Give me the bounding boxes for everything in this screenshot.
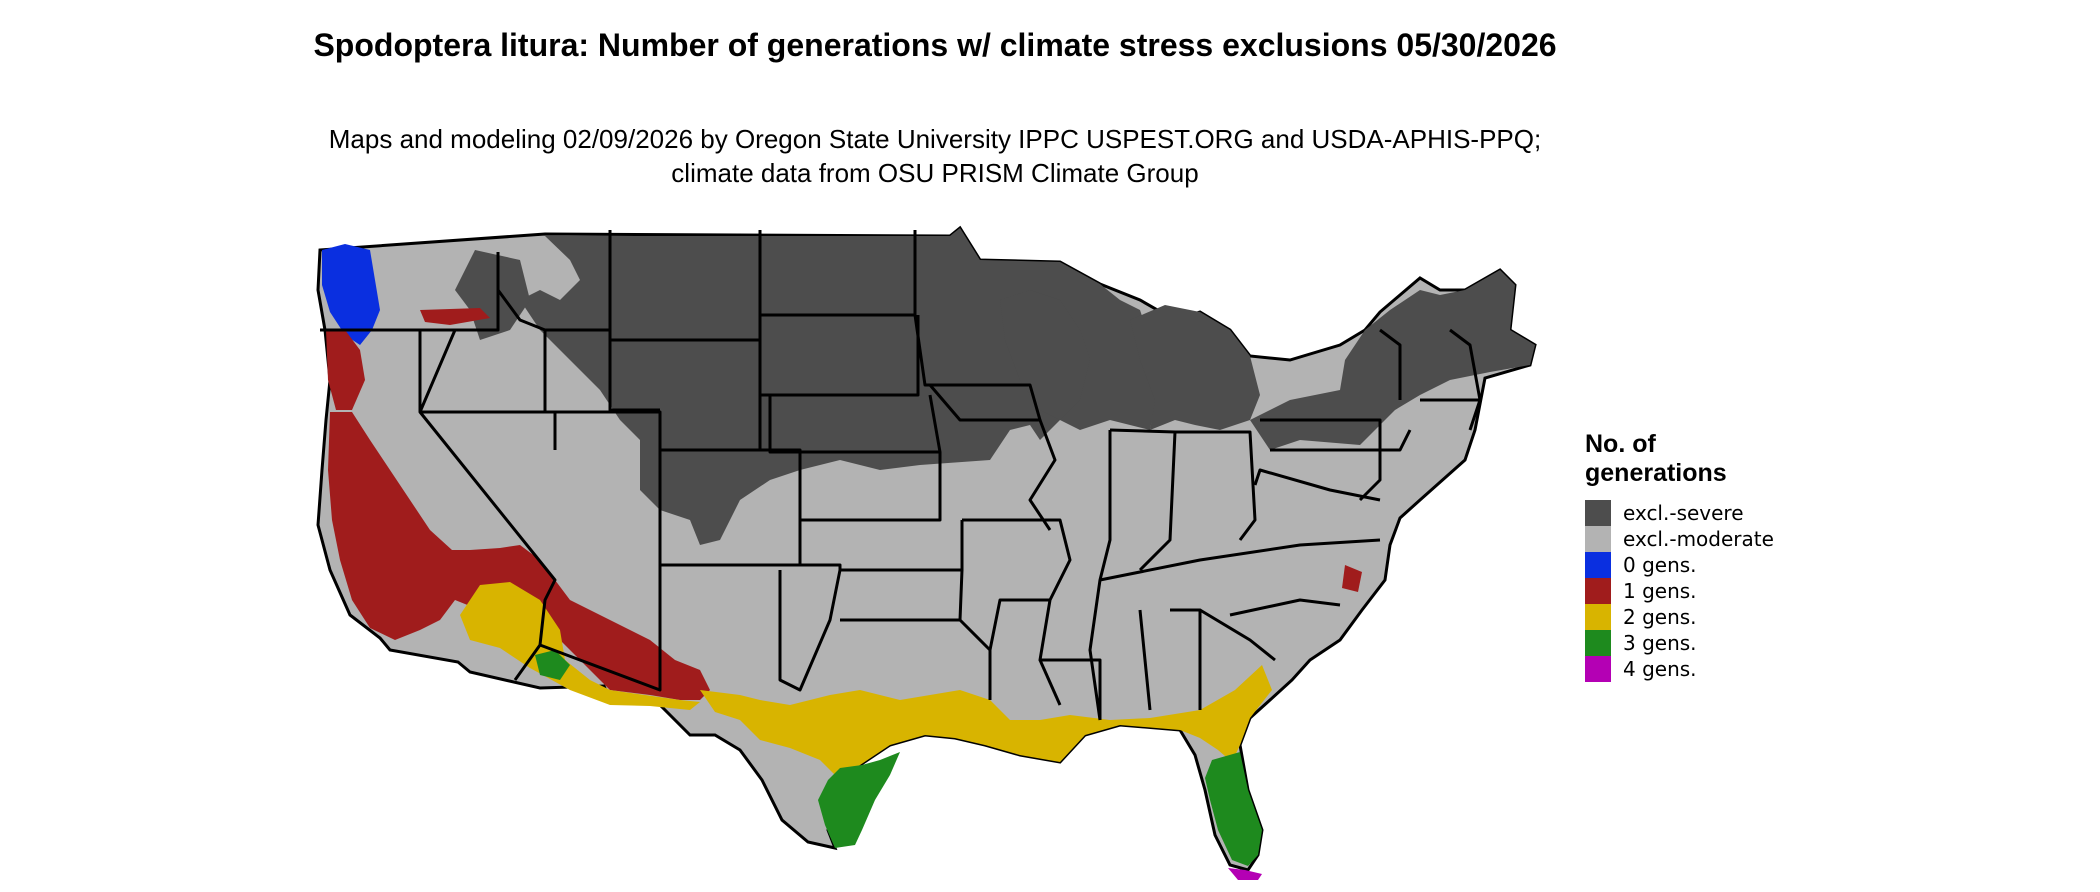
state-boundaries xyxy=(320,230,1482,721)
legend-label: 2 gens. xyxy=(1623,605,1697,629)
legend-item: excl.-severe xyxy=(1585,500,1774,526)
legend-label: 3 gens. xyxy=(1623,631,1697,655)
legend-swatch xyxy=(1585,552,1611,578)
legend-swatch xyxy=(1585,604,1611,630)
legend-swatch xyxy=(1585,656,1611,682)
legend-item: 2 gens. xyxy=(1585,604,1774,630)
legend-label: excl.-moderate xyxy=(1623,527,1774,551)
legend-items: excl.-severe excl.-moderate 0 gens. 1 gens.… xyxy=(1585,500,1774,682)
legend-title: No. of generations xyxy=(1585,430,1727,487)
legend-item: 4 gens. xyxy=(1585,656,1774,682)
legend-swatch xyxy=(1585,630,1611,656)
legend-item: 1 gens. xyxy=(1585,578,1774,604)
three-gens-areas xyxy=(535,650,1262,866)
one-gens-areas xyxy=(326,308,1362,700)
four-gens-area xyxy=(1228,868,1262,880)
legend-label: excl.-severe xyxy=(1623,501,1744,525)
legend-item: 3 gens. xyxy=(1585,630,1774,656)
map-subtitle: Maps and modeling 02/09/2026 by Oregon S… xyxy=(328,124,1542,188)
us-generations-map xyxy=(316,225,1537,880)
map-title: Spodoptera litura: Number of generations… xyxy=(313,27,1557,63)
legend-item: 0 gens. xyxy=(1585,552,1774,578)
legend-label: 1 gens. xyxy=(1623,579,1697,603)
legend-swatch xyxy=(1585,526,1611,552)
legend-label: 4 gens. xyxy=(1623,657,1697,681)
legend-swatch xyxy=(1585,500,1611,526)
zero-gens-area xyxy=(322,244,380,345)
map-legend: No. of generations excl.-severe excl.-mod… xyxy=(1585,430,1774,682)
legend-label: 0 gens. xyxy=(1623,553,1697,577)
legend-swatch xyxy=(1585,578,1611,604)
excl-severe-areas xyxy=(455,228,1535,545)
two-gens-areas xyxy=(460,582,1272,780)
legend-item: excl.-moderate xyxy=(1585,526,1774,552)
